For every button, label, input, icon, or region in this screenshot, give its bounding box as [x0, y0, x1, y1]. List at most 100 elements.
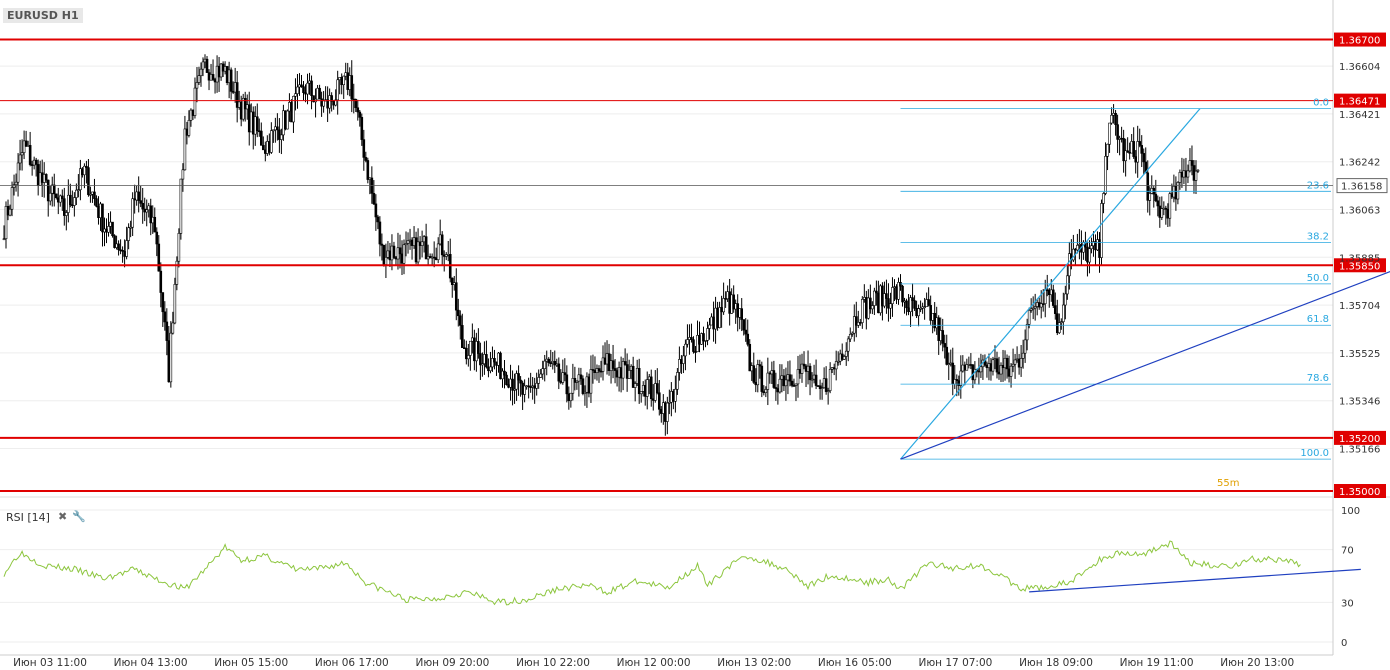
candle-body: [1090, 245, 1093, 250]
candle-body: [173, 284, 177, 324]
candle-body: [1160, 208, 1164, 218]
candle-body: [452, 282, 456, 285]
candle-body: [1045, 289, 1049, 292]
candle-body: [175, 260, 179, 285]
candle-body: [380, 243, 384, 246]
candle-body: [157, 243, 161, 272]
candle-body: [141, 202, 144, 210]
candle-body: [820, 387, 824, 390]
price-tick-label: 1.35346: [1339, 397, 1380, 408]
candle-body: [941, 330, 945, 344]
trendlines[interactable]: [900, 108, 1390, 460]
candle-body: [748, 343, 752, 372]
candle-body: [213, 79, 217, 83]
candle-body: [664, 402, 667, 422]
candle-body: [217, 65, 221, 78]
candle-body: [1110, 114, 1113, 124]
candle-body: [282, 110, 285, 136]
candle-body: [621, 361, 625, 379]
candle-body: [643, 385, 647, 397]
candle-body: [1005, 357, 1009, 370]
candle-body: [195, 82, 199, 89]
candle-body: [463, 347, 466, 349]
candle-body: [111, 221, 114, 236]
wrench-icon[interactable]: 🔧: [72, 510, 86, 523]
candle-body: [655, 383, 659, 394]
candle-body: [360, 117, 364, 140]
candle-body: [627, 370, 631, 379]
candle-body: [69, 194, 72, 205]
candle-body: [744, 329, 748, 335]
candle-body: [601, 357, 605, 372]
candle-body: [304, 92, 307, 95]
candle-body: [52, 184, 56, 195]
candle-body: [987, 363, 991, 368]
candle-body: [422, 236, 426, 243]
candle-body: [390, 245, 394, 261]
candle-body: [945, 346, 949, 365]
candle-body: [179, 178, 183, 234]
candle-body: [491, 358, 494, 368]
candle-body: [694, 351, 697, 353]
candle-body: [1188, 160, 1192, 172]
close-icon[interactable]: ✖: [58, 510, 68, 523]
candle-body: [696, 334, 699, 353]
candle-body: [473, 337, 476, 362]
candle-body: [889, 303, 892, 309]
candle-body: [533, 385, 536, 389]
candle-body: [497, 352, 500, 366]
candle-body: [619, 367, 623, 379]
candle-body: [609, 360, 613, 371]
candle-body: [1049, 289, 1053, 296]
candle-body: [895, 286, 898, 300]
rsi-indicator: 100 70 30 0: [3, 506, 1361, 649]
candle-body: [227, 69, 231, 83]
candle-body: [485, 354, 488, 368]
candle-body: [1164, 207, 1168, 210]
candle-body: [16, 162, 20, 183]
candle-body: [376, 216, 380, 223]
candle-body: [288, 102, 291, 112]
candle-body: [436, 243, 440, 261]
candle-body: [1150, 188, 1154, 194]
candle-body: [1192, 165, 1196, 181]
level-tag: [1334, 430, 1386, 445]
candle-body: [686, 339, 689, 345]
candle-body: [736, 303, 739, 318]
candle-body: [762, 391, 766, 393]
fibonacci-retracement[interactable]: 0.0 23.6 38.2 50.0 61.8 78.6 100.0: [900, 98, 1331, 460]
candle-body: [438, 234, 442, 245]
candle-body: [901, 285, 904, 303]
candle-body: [1126, 150, 1129, 153]
candle-body: [770, 370, 774, 375]
candle-body: [979, 366, 983, 373]
level-tag: [1334, 258, 1386, 273]
candle-body: [284, 110, 287, 130]
candle-body: [1053, 305, 1057, 314]
candle-body: [782, 375, 786, 387]
candle-body: [22, 140, 26, 153]
candle-body: [197, 75, 201, 83]
candle-body: [547, 358, 551, 363]
timeframe-badge: 55m: [1217, 478, 1240, 489]
candle-body: [121, 249, 124, 252]
candle-body: [268, 141, 271, 153]
candle-body: [505, 374, 508, 385]
candle-body: [967, 364, 971, 366]
candle-body: [792, 385, 796, 387]
candle-body: [372, 193, 376, 205]
candle-body: [543, 360, 547, 369]
candle-body: [732, 294, 735, 310]
candle-body: [893, 286, 896, 288]
candle-body: [625, 364, 629, 379]
candle-body: [523, 385, 526, 395]
candle-body: [251, 111, 255, 135]
candle-body: [352, 98, 356, 101]
candle-body: [1062, 304, 1065, 323]
candle-body: [535, 382, 538, 389]
candle-body: [923, 306, 926, 308]
candle-body: [907, 307, 910, 312]
candle-body: [710, 316, 713, 326]
candle-body: [342, 75, 346, 86]
